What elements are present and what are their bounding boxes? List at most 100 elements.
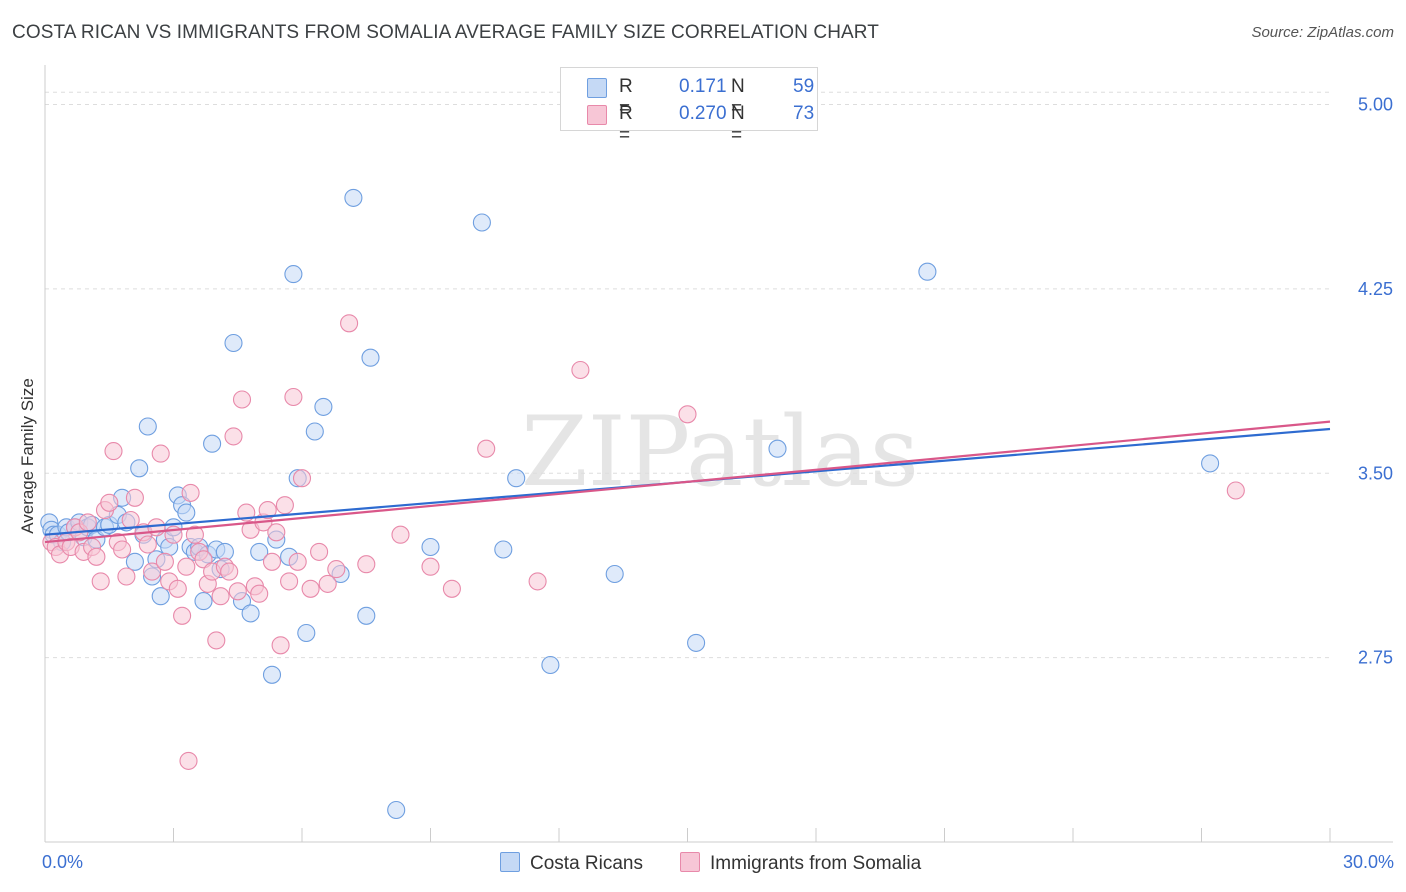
trend-line-somalia <box>44 420 1331 544</box>
data-point <box>605 564 624 584</box>
data-point <box>678 405 697 424</box>
bottom-legend-label-costa-ricans: Costa Ricans <box>530 853 643 874</box>
data-point <box>292 469 312 488</box>
data-point <box>421 557 440 576</box>
data-point <box>155 552 174 571</box>
data-point <box>528 572 547 591</box>
y-tick-label: 2.75 <box>1358 648 1393 668</box>
data-point <box>173 606 192 625</box>
legend-n-value: 59 <box>793 76 815 97</box>
data-point <box>224 427 243 446</box>
data-point <box>1226 481 1245 500</box>
data-point <box>327 560 346 579</box>
data-point <box>130 459 149 478</box>
bottom-legend-swatch-costa-ricans <box>500 852 520 872</box>
chart-title: COSTA RICAN VS IMMIGRANTS FROM SOMALIA A… <box>12 22 879 43</box>
y-tick-label: 4.25 <box>1358 279 1393 299</box>
data-point <box>571 360 590 380</box>
data-point <box>250 542 269 561</box>
data-point <box>507 469 526 488</box>
data-point <box>284 387 303 407</box>
data-point <box>185 525 204 544</box>
legend-n-value: 73 <box>793 103 815 124</box>
data-point <box>194 592 213 611</box>
data-point <box>280 572 299 591</box>
points-layer <box>40 188 1245 820</box>
data-point <box>168 579 187 598</box>
data-point <box>391 525 410 544</box>
data-point <box>258 501 277 520</box>
data-point <box>113 540 132 559</box>
legend: R = 0.171 N = 59 R = 0.270 N = 73 <box>560 67 818 146</box>
data-point <box>100 493 119 512</box>
data-point <box>318 574 337 593</box>
chart-source: Source: ZipAtlas.com <box>1251 24 1394 41</box>
data-point <box>340 314 359 333</box>
data-point <box>224 333 243 353</box>
data-point <box>262 552 282 571</box>
data-point <box>125 488 144 507</box>
data-point <box>267 523 286 542</box>
data-point <box>1201 454 1220 473</box>
data-point <box>305 422 324 441</box>
data-point <box>275 496 294 515</box>
data-point <box>181 483 200 502</box>
data-point <box>687 633 706 652</box>
data-point <box>314 397 333 416</box>
data-point <box>494 540 513 559</box>
legend-r-label: R = <box>619 103 633 146</box>
data-point <box>138 417 157 436</box>
data-point <box>541 655 560 675</box>
legend-swatch-somalia <box>587 105 607 125</box>
data-point <box>768 439 787 458</box>
data-point <box>288 552 307 571</box>
data-point <box>203 434 222 453</box>
bottom-legend-label-somalia: Immigrants from Somalia <box>710 853 922 874</box>
data-point <box>241 604 260 623</box>
data-point <box>262 665 282 684</box>
data-point <box>387 800 406 820</box>
data-point <box>442 579 461 598</box>
x-axis <box>44 65 1393 843</box>
bottom-legend-swatch-somalia <box>680 852 700 872</box>
data-point <box>250 584 269 603</box>
data-point <box>177 557 196 576</box>
bottom-legend-somalia: Immigrants from Somalia <box>680 852 921 875</box>
data-point <box>104 442 123 461</box>
data-point <box>151 444 170 463</box>
x-tick-label-max: 30.0% <box>1342 852 1394 872</box>
data-point <box>211 587 230 606</box>
legend-n-label: N = <box>731 103 745 146</box>
data-point <box>232 390 252 409</box>
data-point <box>477 439 496 458</box>
y-tick-labels: 5.00 4.25 3.50 2.75 <box>1358 95 1393 668</box>
series-somalia <box>42 314 1245 770</box>
data-point <box>138 535 157 554</box>
trend-lines <box>44 420 1331 544</box>
data-point <box>220 562 239 581</box>
y-tick-label: 5.00 <box>1358 95 1393 115</box>
data-point <box>143 562 162 581</box>
data-point <box>361 348 380 367</box>
data-point <box>301 579 320 598</box>
data-point <box>284 265 303 284</box>
data-point <box>271 636 290 655</box>
y-tick-label: 3.50 <box>1358 463 1393 483</box>
legend-swatch-costa-ricans <box>587 78 607 98</box>
data-point <box>151 587 170 606</box>
data-point <box>472 213 491 232</box>
data-point <box>87 547 106 566</box>
data-point <box>117 567 136 586</box>
x-tick-label-min: 0.0% <box>42 852 84 872</box>
data-point <box>357 606 376 625</box>
data-point <box>228 582 247 601</box>
legend-r-value: 0.171 <box>679 76 727 97</box>
data-point <box>177 503 196 522</box>
data-point <box>297 623 316 643</box>
data-point <box>125 552 144 571</box>
data-point <box>194 550 213 569</box>
legend-n-label: N = <box>731 76 745 119</box>
data-point <box>421 537 440 557</box>
data-point <box>357 555 376 574</box>
